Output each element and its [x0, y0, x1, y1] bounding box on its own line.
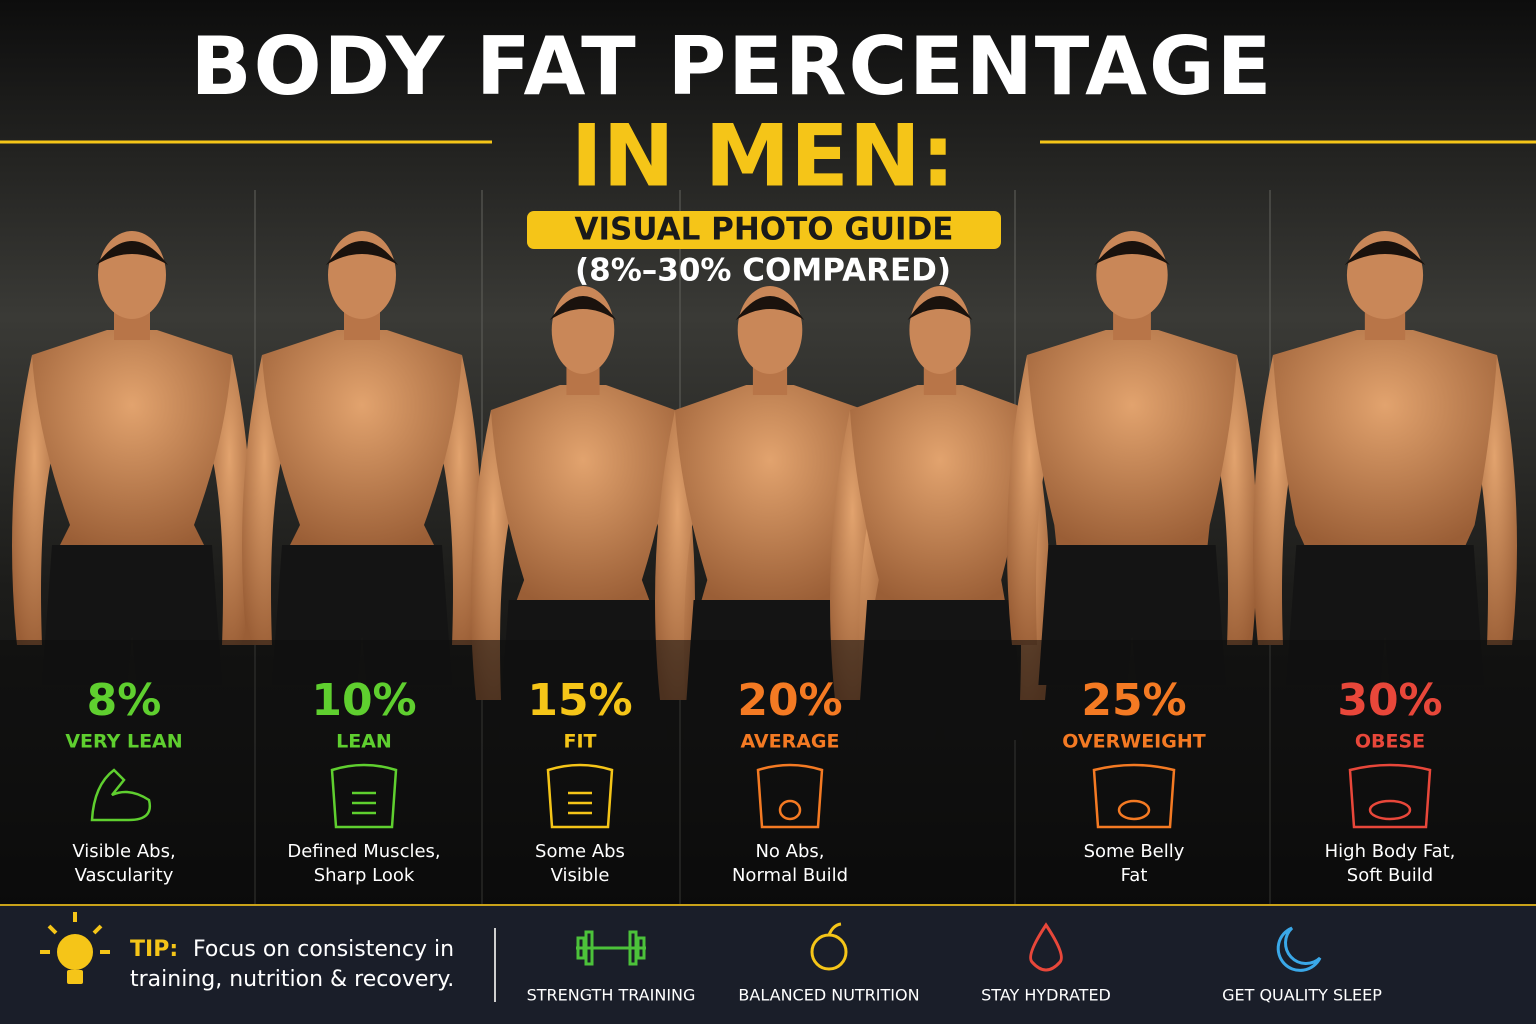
- hair: [326, 241, 398, 265]
- badge-bg: [527, 211, 1001, 249]
- level-percent: 8%: [87, 675, 162, 726]
- level-label: FIT: [563, 731, 596, 753]
- habit-label: GET QUALITY SLEEP: [1222, 986, 1382, 1005]
- tip-text: Focus on consistency in: [193, 937, 454, 962]
- figure: [1253, 231, 1517, 685]
- level-description: Some Abs: [535, 841, 625, 862]
- level: 10% LEAN Defined Muscles, Sharp Look: [287, 675, 440, 886]
- level-icon: [330, 763, 398, 829]
- level: 20% AVERAGE No Abs, Normal Build: [732, 675, 848, 886]
- torso: [491, 385, 675, 600]
- level-icon: [1117, 799, 1151, 821]
- habit-icon: [576, 936, 586, 960]
- figures: [12, 190, 1517, 905]
- level: 15% FIT Some Abs Visible: [527, 675, 632, 886]
- tip-text: training, nutrition & recovery.: [130, 967, 454, 992]
- subtitle: (8%–30% COMPARED): [575, 253, 951, 289]
- habit-icon: [827, 922, 842, 936]
- habit-icon: [636, 936, 646, 960]
- torso: [1027, 330, 1237, 545]
- badge: VISUAL PHOTO GUIDE: [575, 212, 954, 248]
- level-icon: [546, 763, 614, 829]
- torso: [1273, 330, 1497, 545]
- hair: [907, 296, 973, 320]
- level-description: Sharp Look: [314, 865, 415, 886]
- level: 25% OVERWEIGHT Some Belly Fat: [1062, 675, 1205, 886]
- level-description: Some Belly: [1084, 841, 1185, 862]
- habit-label: STAY HYDRATED: [981, 986, 1111, 1005]
- level-icon: [778, 799, 802, 821]
- habit: STRENGTH TRAINING: [527, 930, 696, 1005]
- level: 8% VERY LEAN Visible Abs, Vascularity: [65, 675, 182, 886]
- level-description: Visible Abs,: [72, 841, 175, 862]
- habit-label: BALANCED NUTRITION: [738, 986, 919, 1005]
- habit-label: STRENGTH TRAINING: [527, 986, 696, 1005]
- hair: [549, 296, 617, 320]
- level-label: LEAN: [336, 731, 392, 753]
- torso: [850, 385, 1030, 600]
- title-line2: IN MEN:: [571, 106, 956, 206]
- torso: [32, 330, 232, 545]
- figure: [242, 231, 482, 685]
- level: 30% OBESE High Body Fat, Soft Build: [1325, 675, 1456, 886]
- habit: STAY HYDRATED: [981, 922, 1111, 1005]
- level-percent: 15%: [527, 675, 632, 726]
- hair: [735, 296, 805, 320]
- level-label: AVERAGE: [740, 731, 839, 753]
- habit-icon: [628, 930, 638, 966]
- label-shade: [0, 640, 1536, 905]
- habit: GET QUALITY SLEEP: [1222, 926, 1382, 1005]
- habit-icon: [1276, 926, 1322, 972]
- level-icon: [90, 768, 152, 822]
- level-label: OBESE: [1355, 731, 1425, 753]
- habit-icon: [584, 930, 594, 966]
- level-description: Soft Build: [1347, 865, 1433, 886]
- title-line1: BODY FAT PERCENTAGE: [191, 20, 1274, 113]
- level-description: Normal Build: [732, 865, 848, 886]
- habit-icon: [1029, 922, 1063, 972]
- level-description: Fat: [1121, 865, 1148, 886]
- torso: [262, 330, 462, 545]
- level-icon: [1348, 763, 1432, 829]
- hair: [1094, 241, 1170, 265]
- level-icon: [1368, 799, 1412, 821]
- levels: 8% VERY LEAN Visible Abs, Vascularity 10% LEA…: [65, 675, 1455, 886]
- level-label: VERY LEAN: [65, 731, 182, 753]
- level-percent: 25%: [1081, 675, 1186, 726]
- figure: [12, 231, 252, 685]
- habit: BALANCED NUTRITION: [738, 922, 920, 1005]
- level-percent: 30%: [1337, 675, 1442, 726]
- level-description: Visible: [551, 865, 610, 886]
- level-description: No Abs,: [755, 841, 824, 862]
- level-percent: 10%: [311, 675, 416, 726]
- habits: STRENGTH TRAINING BALANCED NUTRITION STAY …: [527, 922, 1382, 1005]
- footer-bg: [0, 905, 1536, 1024]
- level-icon: [1092, 763, 1176, 829]
- bulb-icon: [40, 912, 110, 984]
- level-description: Defined Muscles,: [287, 841, 440, 862]
- torso: [675, 385, 865, 600]
- level-label: OVERWEIGHT: [1062, 731, 1205, 753]
- tip-label: TIP:: [130, 937, 178, 962]
- level-percent: 20%: [737, 675, 842, 726]
- level-description: Vascularity: [75, 865, 174, 886]
- level-icon: [756, 763, 824, 829]
- level-description: High Body Fat,: [1325, 841, 1456, 862]
- hair: [96, 241, 168, 265]
- hair: [1344, 241, 1426, 265]
